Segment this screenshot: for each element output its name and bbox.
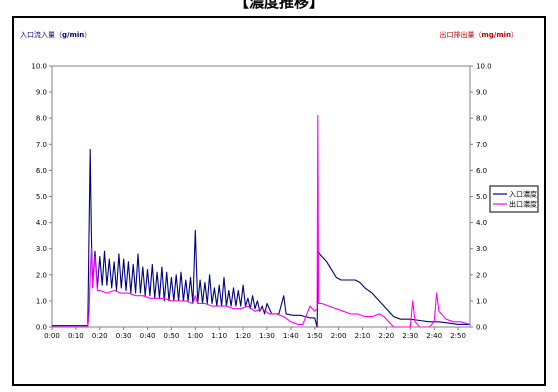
x-tick-label: 1:20 <box>235 332 251 340</box>
y-tick-label-right: 2.0 <box>476 271 487 279</box>
x-tick-label: 2:30 <box>402 332 418 340</box>
y-tick-label-left: 1.0 <box>36 297 47 305</box>
y-tick-label-left: 6.0 <box>36 167 47 175</box>
x-tick-label: 2:10 <box>355 332 371 340</box>
y-tick-label-right: 9.0 <box>476 89 487 97</box>
chart-frame: 入口流入量（g/min） 出口排出量（mg/min） 0.0 0.0 1.0 1.0 2… <box>12 16 546 386</box>
x-tick-label: 0:10 <box>68 332 84 340</box>
y-tick-label-right: 1.0 <box>476 297 487 305</box>
y-tick-label-left: 8.0 <box>36 115 47 123</box>
x-tick-label: 0:20 <box>92 332 108 340</box>
chart-title: 【濃度推移】 <box>233 0 324 11</box>
chart-plot: 入口流入量（g/min） 出口排出量（mg/min） 0.0 0.0 1.0 1.0 2… <box>20 30 539 340</box>
x-tick-label: 1:10 <box>211 332 227 340</box>
x-tick-label: 2:00 <box>331 332 347 340</box>
y-tick-label-right: 4.0 <box>476 219 487 227</box>
legend-box <box>489 185 539 213</box>
y-tick-label-left: 9.0 <box>36 89 47 97</box>
y-tick-label-right: 8.0 <box>476 115 487 123</box>
x-tick-label: 2:50 <box>450 332 466 340</box>
x-tick-label: 0:00 <box>44 332 60 340</box>
y-tick-label-left: 2.0 <box>36 271 47 279</box>
x-tick-label: 1:30 <box>259 332 275 340</box>
legend-label-2: 出口濃度 <box>509 200 537 209</box>
x-tick-label: 1:50 <box>307 332 323 340</box>
x-tick-label: 2:40 <box>426 332 442 340</box>
legend-label-1: 入口濃度 <box>509 190 537 199</box>
x-tick-label: 0:30 <box>116 332 132 340</box>
series-line-1 <box>52 148 470 328</box>
x-tick-label: 2:20 <box>379 332 395 340</box>
y-tick-label-left: 10.0 <box>31 63 47 71</box>
x-tick-label: 1:40 <box>283 332 299 340</box>
series-line-2 <box>52 115 471 328</box>
y-tick-label-left: 7.0 <box>36 141 47 149</box>
plot-area <box>51 65 471 328</box>
y-tick-label-right: 10.0 <box>476 63 492 71</box>
y-axis-right-label: 出口排出量（mg/min） <box>439 30 518 39</box>
y-tick-label-right: 7.0 <box>476 141 487 149</box>
y-axis-left-label: 入口流入量（g/min） <box>20 30 91 39</box>
x-tick-label: 0:50 <box>164 332 180 340</box>
x-tick-label: 0:40 <box>140 332 156 340</box>
y-tick-label-right: 5.0 <box>476 193 487 201</box>
y-tick-label-left: 5.0 <box>36 193 47 201</box>
y-tick-label-right: 3.0 <box>476 245 487 253</box>
y-tick-label-right: 6.0 <box>476 167 487 175</box>
y-tick-label-left: 4.0 <box>36 219 47 227</box>
y-tick-label-left: 0.0 <box>36 324 47 332</box>
x-tick-label: 1:00 <box>187 332 203 340</box>
y-tick-label-right: 0.0 <box>476 324 487 332</box>
y-tick-label-left: 3.0 <box>36 245 47 253</box>
